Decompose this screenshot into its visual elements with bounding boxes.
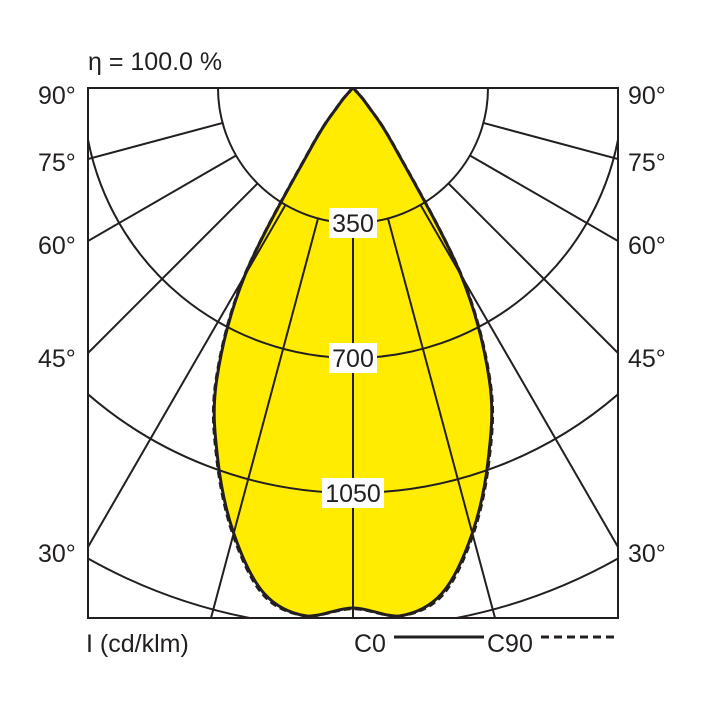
polar-grid bbox=[88, 88, 618, 618]
angle-label-right-90: 90° bbox=[628, 82, 666, 110]
radial-label-box-700 bbox=[329, 343, 377, 373]
angle-label-left-75: 75° bbox=[38, 149, 76, 177]
chart-title: η = 100.0 % bbox=[88, 48, 222, 76]
angle-label-left-90: 90° bbox=[38, 82, 76, 110]
angle-label-left-45: 45° bbox=[38, 345, 76, 373]
angle-spoke-30 bbox=[419, 204, 618, 548]
angle-spoke-30 bbox=[88, 204, 287, 548]
plot-frame bbox=[87, 87, 619, 619]
angle-label-right-60: 60° bbox=[628, 232, 666, 260]
radial-label-1050: 1050 bbox=[325, 480, 381, 508]
angle-label-left-60: 60° bbox=[38, 232, 76, 260]
radial-arc-1400 bbox=[456, 557, 618, 618]
angle-spoke-60 bbox=[469, 154, 618, 242]
angle-spoke-75 bbox=[88, 121, 223, 160]
angle-spoke-15 bbox=[210, 218, 320, 618]
legend-c90-label: C90 bbox=[487, 630, 533, 658]
angle-spoke-60 bbox=[88, 154, 237, 242]
legend-c0-label: C0 bbox=[354, 630, 386, 658]
unit-label: I (cd/klm) bbox=[86, 630, 189, 658]
series-curves bbox=[211, 88, 495, 618]
radial-label-700: 700 bbox=[332, 345, 374, 373]
angle-label-right-30: 30° bbox=[628, 540, 666, 568]
angle-spoke-45 bbox=[88, 182, 259, 354]
radial-arc-1400 bbox=[88, 557, 250, 618]
angle-spoke-15 bbox=[386, 218, 496, 618]
radial-label-box-1050 bbox=[322, 478, 384, 508]
angle-spoke-45 bbox=[447, 182, 618, 354]
radial-labels: 350 700 1050 bbox=[322, 208, 384, 508]
angle-label-left-30: 30° bbox=[38, 540, 76, 568]
angle-spoke-75 bbox=[483, 121, 618, 160]
radial-label-350: 350 bbox=[332, 210, 374, 238]
angle-label-right-75: 75° bbox=[628, 149, 666, 177]
radial-label-box-350 bbox=[329, 208, 377, 238]
series-c0-curve bbox=[212, 88, 494, 618]
angle-label-right-45: 45° bbox=[628, 345, 666, 373]
